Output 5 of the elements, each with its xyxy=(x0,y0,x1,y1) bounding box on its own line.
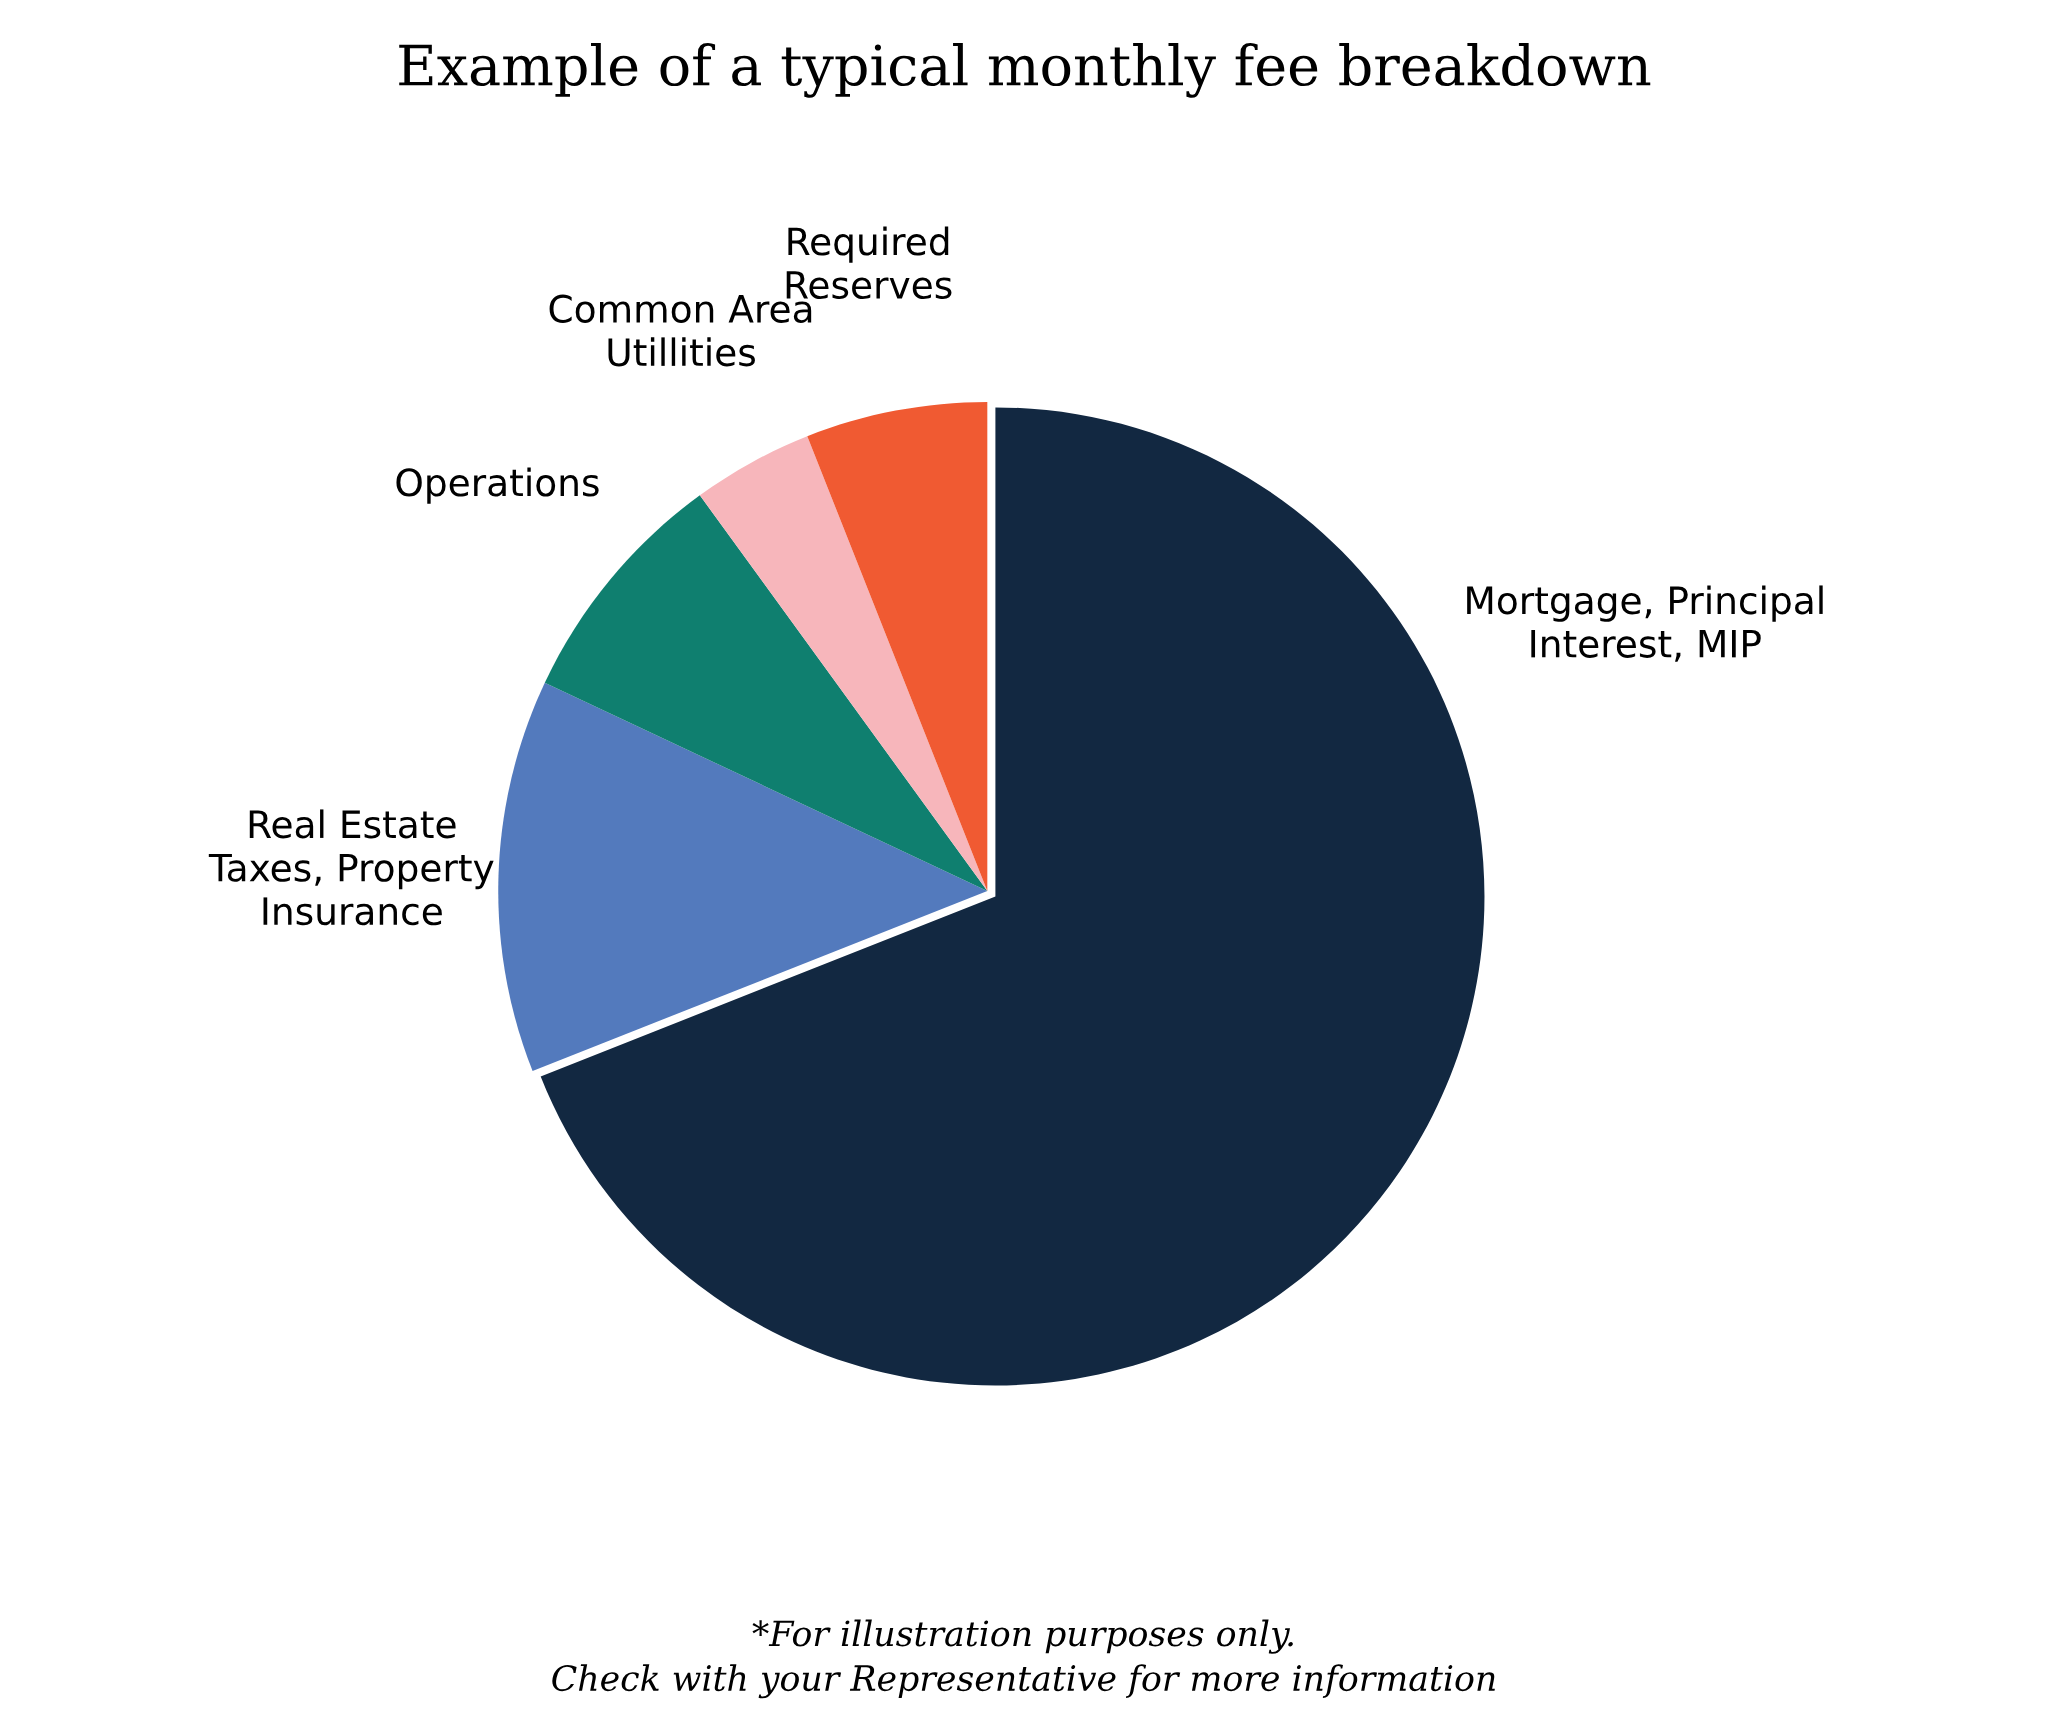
chart-title: Example of a typical monthly fee breakdown xyxy=(399,43,1651,98)
slice-label: Real Estate Taxes, Property Insurance xyxy=(208,809,494,926)
slice-label: Operations xyxy=(396,467,599,504)
text: *For illustration purposes only. Check with your Representative for more information xyxy=(552,1619,1495,1699)
slice-label: Mortgage, Principal Interest, MIP xyxy=(1467,585,1823,662)
